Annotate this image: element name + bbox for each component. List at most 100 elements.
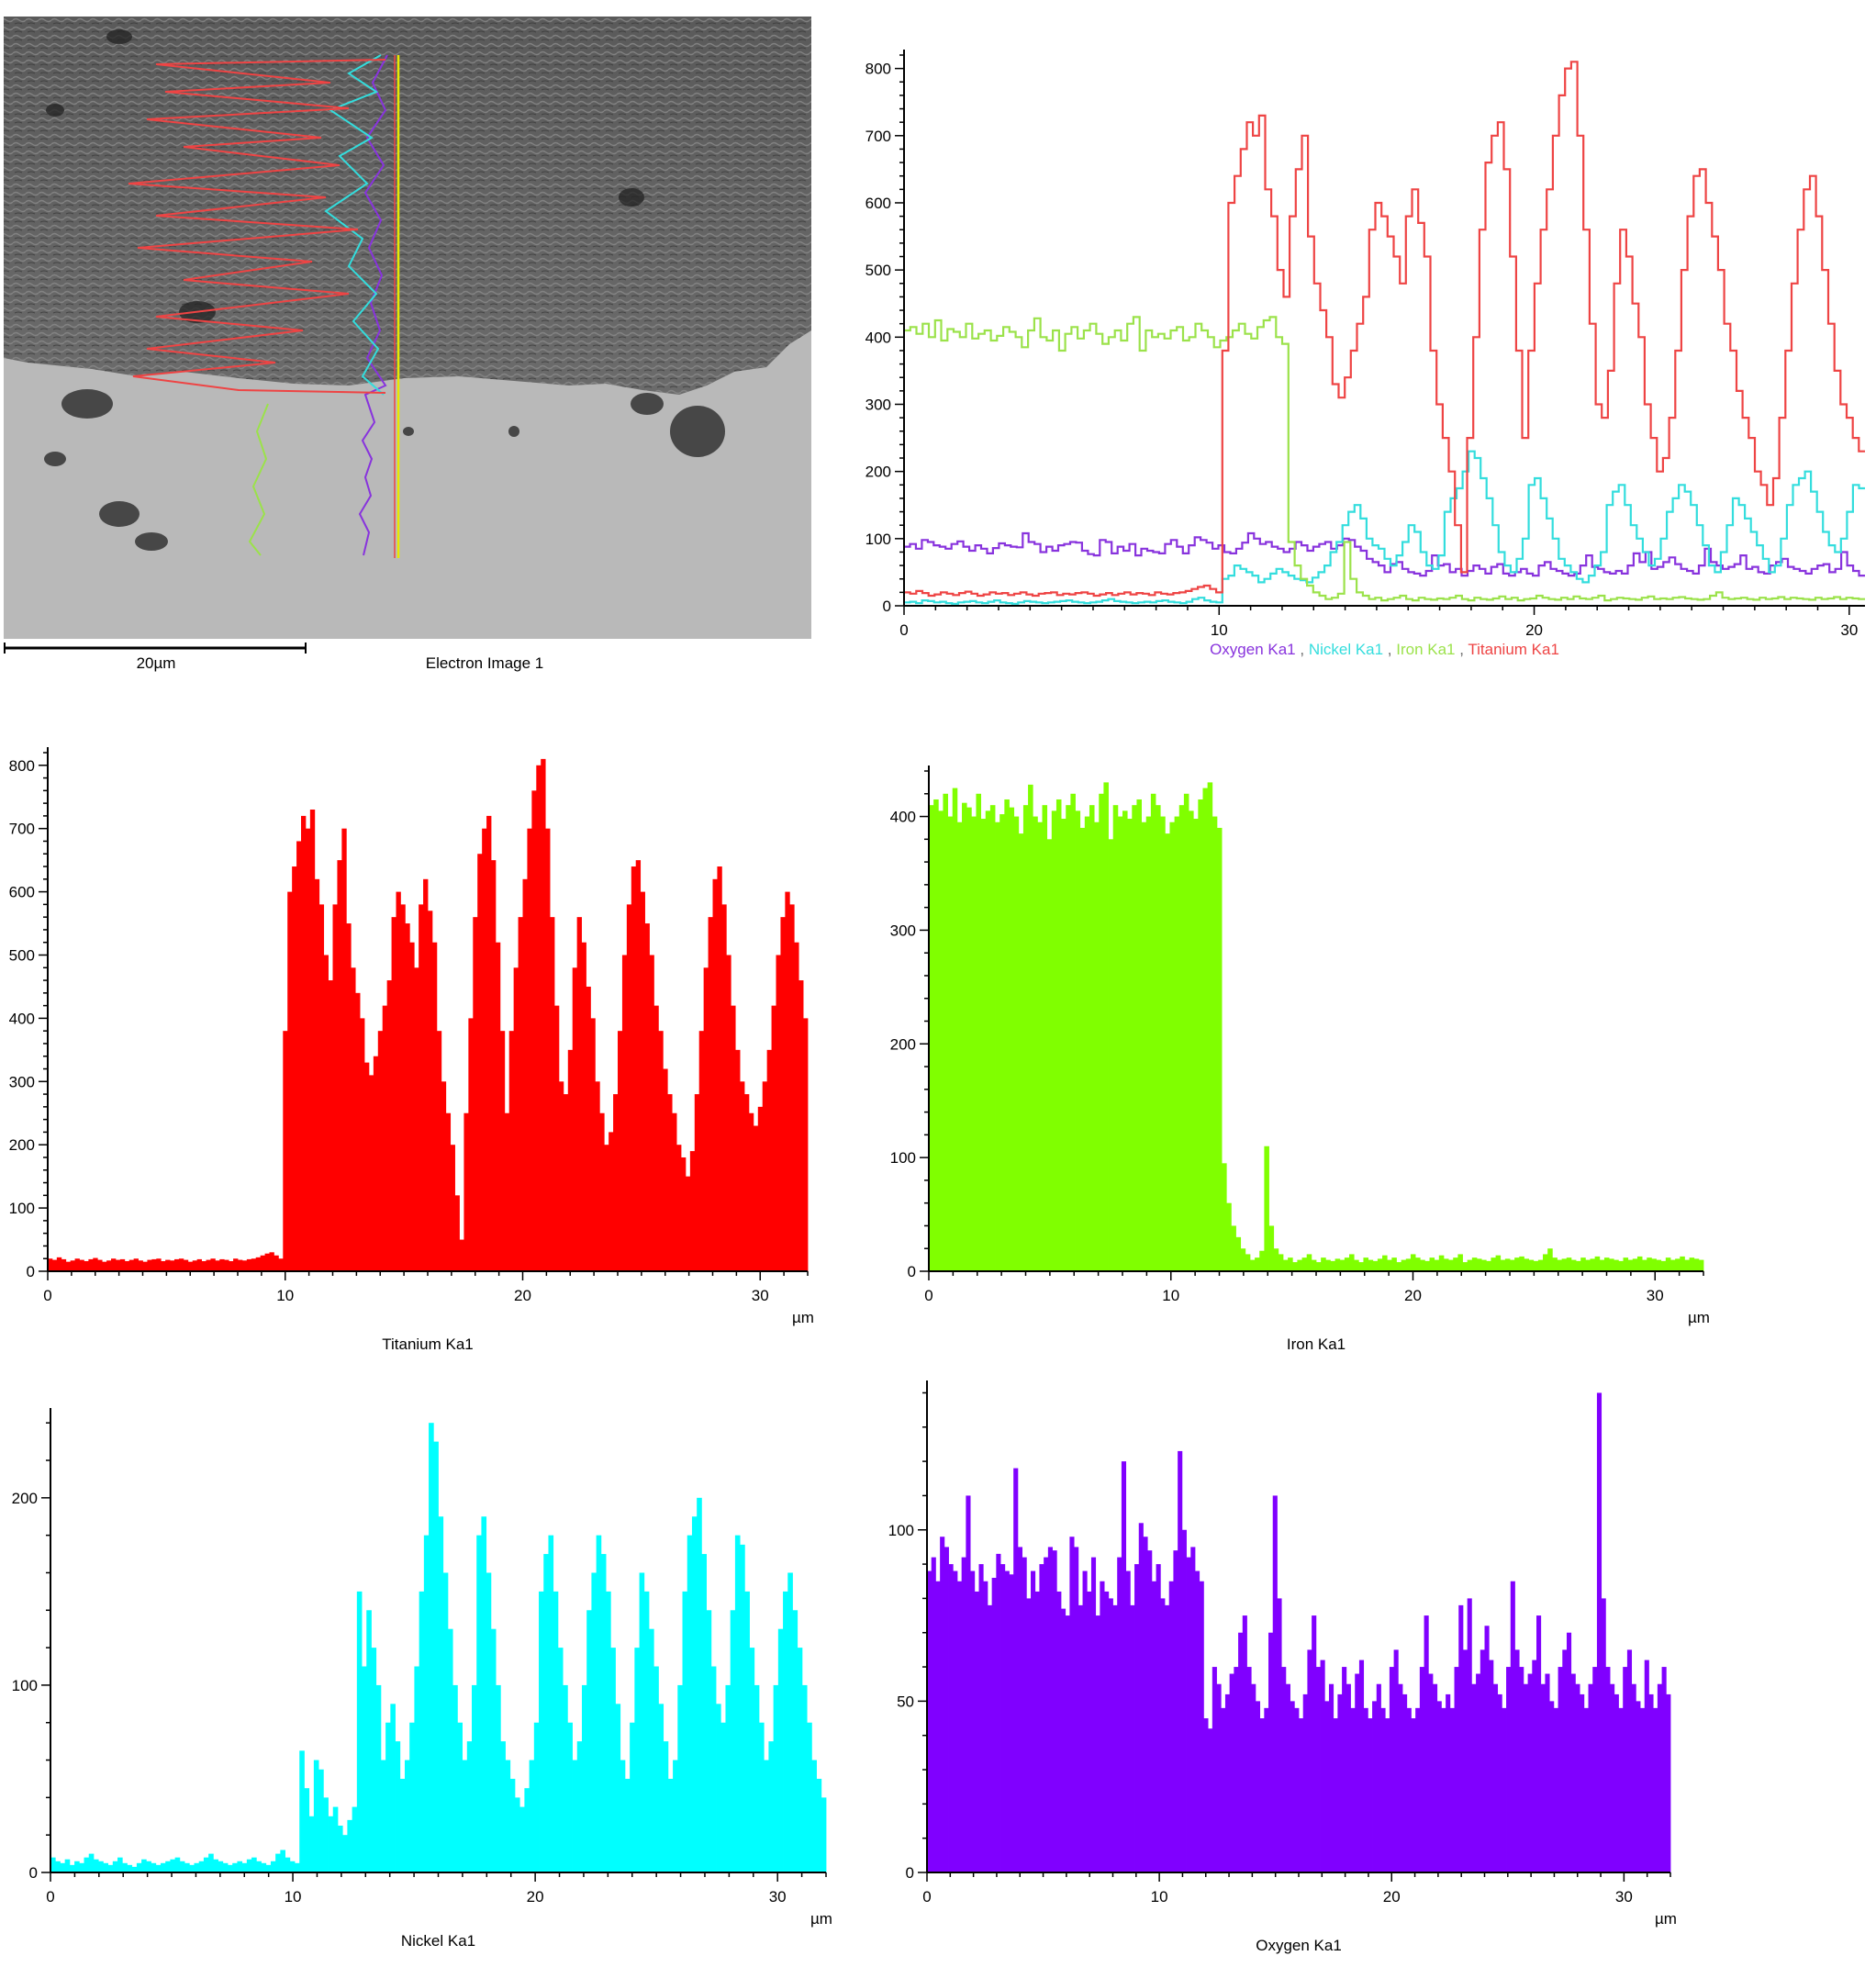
oxygen-bar: [1039, 1564, 1044, 1872]
titanium-bar: [491, 860, 497, 1271]
oxygen-bar: [1540, 1683, 1546, 1872]
iron-bar: [1354, 1259, 1359, 1271]
oxygen-bar: [1661, 1667, 1667, 1872]
iron-bar: [1013, 816, 1020, 1271]
iron-bar: [980, 819, 987, 1271]
oxygen-bar: [1090, 1557, 1097, 1872]
oxygen-bar: [1393, 1649, 1399, 1872]
nickel-bar: [610, 1648, 616, 1872]
iron-bar: [956, 821, 963, 1271]
iron-y-tick-label: 200: [890, 1035, 916, 1053]
iron-bar: [1189, 810, 1194, 1271]
nickel-bar: [634, 1648, 640, 1872]
titanium-bar: [694, 1094, 700, 1271]
oxygen-bar: [1277, 1598, 1282, 1872]
titanium-bar: [382, 1005, 388, 1271]
titanium-bar: [618, 1031, 623, 1271]
nickel-bar: [710, 1666, 717, 1872]
titanium-bar: [735, 1049, 741, 1271]
iron-bar: [1623, 1257, 1629, 1271]
titanium-bar: [396, 891, 401, 1271]
titanium-bar: [206, 1259, 211, 1271]
iron-bar: [1410, 1254, 1416, 1271]
nickel-bar: [496, 1684, 501, 1872]
oxygen-bar: [1203, 1718, 1209, 1872]
titanium-bar: [536, 765, 542, 1271]
oxygen-y-tick-label: 0: [906, 1864, 914, 1882]
iron-bar: [1022, 805, 1029, 1271]
titanium-bar: [301, 815, 307, 1271]
titanium-bar: [360, 1018, 365, 1271]
titanium-bar: [576, 917, 582, 1271]
titanium-bar: [151, 1258, 157, 1271]
nickel-bar: [289, 1861, 296, 1872]
titanium-bar: [780, 917, 786, 1271]
oxygen-bar: [1022, 1557, 1027, 1872]
nickel-bar: [170, 1859, 176, 1872]
nickel-bar: [127, 1864, 133, 1872]
nickel-bar: [807, 1722, 812, 1872]
iron-bar: [1420, 1259, 1425, 1271]
oxygen-bar: [1234, 1667, 1239, 1872]
titanium-bar: [201, 1260, 207, 1271]
iron-bar: [1334, 1258, 1341, 1272]
titanium-bar: [717, 866, 722, 1271]
iron-bar: [1255, 1257, 1260, 1271]
iron-bar: [1079, 827, 1086, 1271]
titanium-bar: [241, 1260, 248, 1271]
titanium-bar: [581, 942, 586, 1271]
titanium-bar: [744, 1094, 750, 1271]
iron-bar: [1514, 1257, 1520, 1271]
oxygen-bar: [1212, 1667, 1217, 1872]
oxygen-bar: [931, 1557, 936, 1872]
oxygen-bar: [1626, 1649, 1633, 1872]
titanium-bar: [269, 1252, 274, 1271]
oxygen-bar: [1117, 1557, 1122, 1872]
iron-bar: [1193, 819, 1199, 1271]
titanium-bar: [238, 1259, 243, 1271]
legend-entry: Iron Ka1: [1396, 641, 1455, 658]
titanium-bar: [708, 917, 713, 1271]
nickel-bar: [811, 1760, 817, 1872]
titanium-bar: [499, 1031, 506, 1271]
titanium-bar: [373, 1056, 379, 1271]
titanium-bar: [165, 1259, 171, 1271]
titanium-caption: Titanium Ka1: [382, 1336, 474, 1353]
titanium-bar: [513, 967, 519, 1271]
titanium-bar: [703, 967, 709, 1271]
nickel-unit-label: µm: [810, 1910, 832, 1928]
iron-bar: [1212, 816, 1218, 1271]
sem-image-panel: 20µm Electron Image 1: [4, 17, 811, 672]
iron-bar: [1240, 1248, 1246, 1271]
oxygen-bar: [1100, 1581, 1105, 1872]
nickel-y-tick-label: 200: [12, 1490, 38, 1507]
oxygen-bar: [1242, 1615, 1247, 1872]
legend-entry: Nickel Ka1: [1309, 641, 1383, 658]
oxygen-bar: [1328, 1683, 1334, 1872]
oxygen-bar: [1108, 1598, 1113, 1872]
nickel-bar: [194, 1862, 200, 1872]
oxygen-bar: [1168, 1581, 1174, 1872]
iron-bar: [985, 810, 991, 1271]
nickel-bar: [404, 1760, 410, 1872]
oxygen-bar: [1506, 1667, 1512, 1872]
iron-bar: [1424, 1260, 1430, 1271]
titanium-bar: [468, 1018, 474, 1271]
oxygen-bar: [1402, 1693, 1408, 1872]
nickel-bar: [208, 1853, 214, 1872]
oxygen-bar: [1458, 1604, 1464, 1872]
nickel-histogram: 0 100 200 0 10 20 30 µm Nickel Ka1: [12, 1408, 832, 1950]
iron-bar: [1122, 810, 1128, 1271]
nickel-bar: [697, 1497, 702, 1872]
titanium-bar: [187, 1261, 194, 1271]
oxygen-bar: [1605, 1667, 1611, 1872]
oxygen-bar: [1208, 1728, 1213, 1872]
nickel-bar: [438, 1516, 444, 1872]
iron-bar: [1570, 1259, 1577, 1271]
nickel-bar: [251, 1857, 257, 1872]
titanium-bar: [196, 1258, 202, 1271]
overlay-series-line: [904, 531, 1865, 577]
iron-bar: [1524, 1258, 1529, 1272]
oxygen-bar: [1562, 1649, 1568, 1872]
